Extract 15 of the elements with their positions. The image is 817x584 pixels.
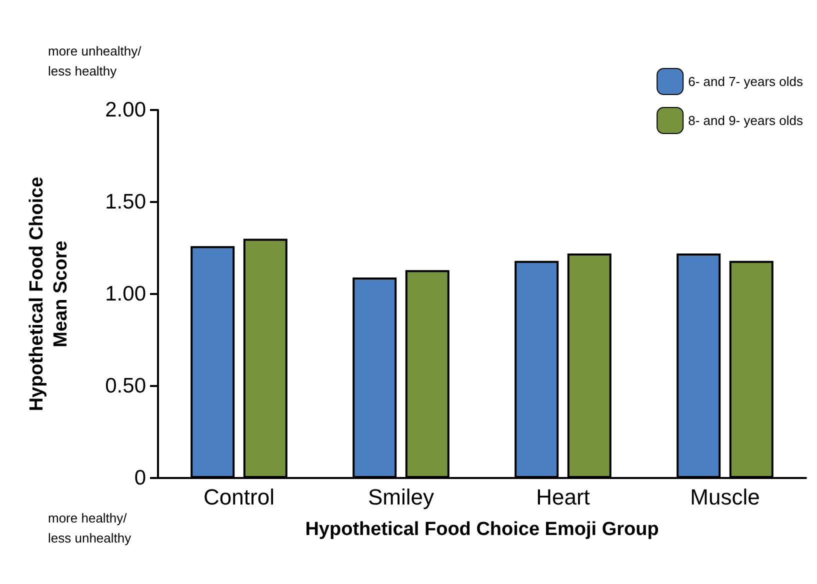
x-tick-label: Control: [204, 484, 274, 510]
legend-label: 6- and 7- years olds: [688, 74, 804, 89]
legend-label: 8- and 9- years olds: [688, 113, 804, 128]
y-tick-label: 1.50: [105, 190, 146, 214]
x-axis-title: Hypothetical Food Choice Emoji Group: [305, 519, 659, 540]
x-tick-label: Smiley: [368, 484, 434, 510]
text: more healthy/ less unhealthy: [48, 510, 132, 546]
x-tick-label: Muscle: [690, 484, 760, 510]
text: more unhealthy/ less healthy: [48, 44, 142, 78]
y-tick-label: 0: [134, 466, 146, 490]
y-axis-title: Hypothetical Food Choice Mean Score: [26, 176, 72, 412]
y-tick-label: 2.00: [105, 98, 146, 122]
y-tick-label: 1.00: [105, 282, 146, 306]
x-tick-label: Heart: [536, 484, 590, 510]
y-tick-label: 0.50: [105, 374, 146, 398]
